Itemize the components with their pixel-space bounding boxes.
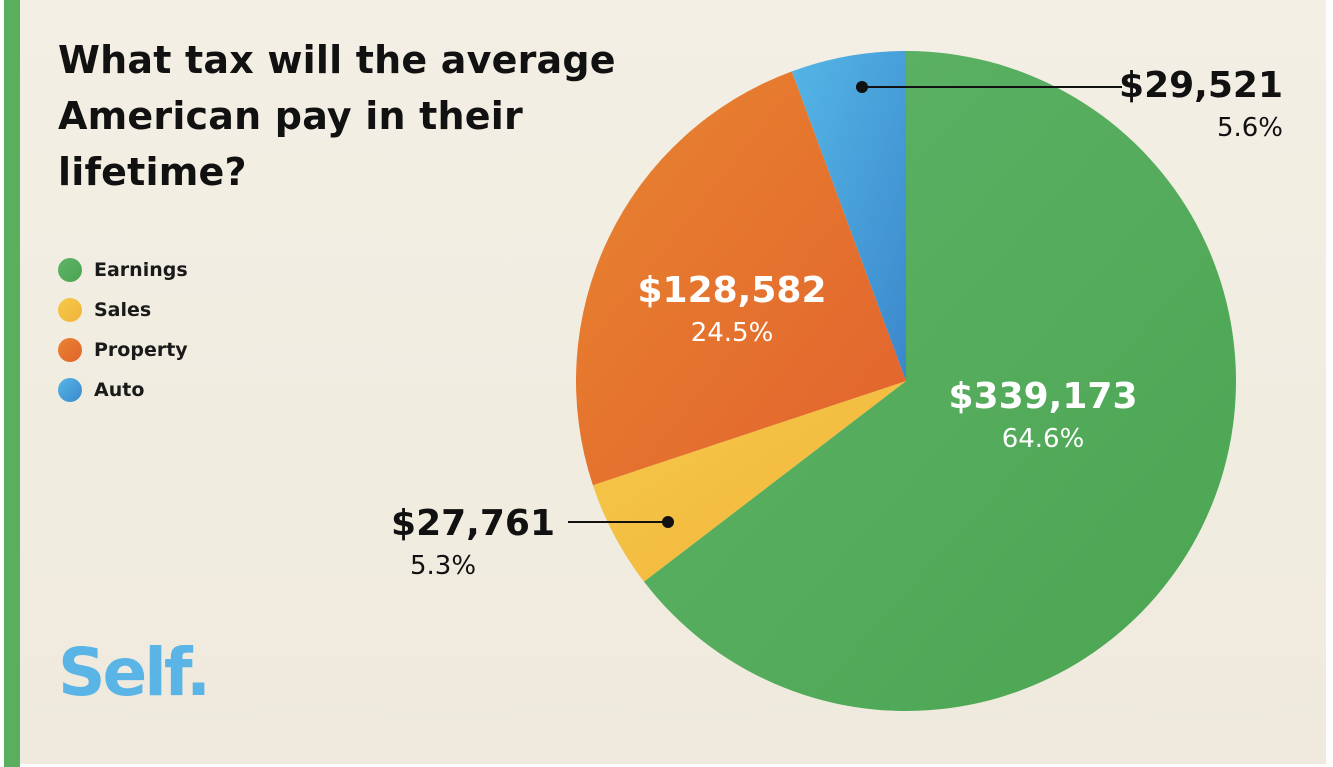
property-percent-label: 24.5% [691,318,774,348]
legend-swatch-auto [58,378,82,402]
self-logo: Self. [58,640,211,706]
legend-label-sales: Sales [94,299,152,321]
legend-swatch-sales [58,298,82,322]
property-value-label: $128,582 [637,270,826,311]
legend-item-property: Property [58,330,188,370]
logo-dot: . [186,634,211,711]
sales-percent-label: 5.3% [410,551,476,581]
accent-bar [4,0,20,767]
legend-label-auto: Auto [94,379,145,401]
auto-leader-dot [856,81,868,93]
legend-swatch-earnings [58,258,82,282]
auto-percent-label: 5.6% [1217,113,1283,143]
legend-item-sales: Sales [58,290,188,330]
earnings-value-label: $339,173 [948,376,1137,417]
legend-label-property: Property [94,339,188,361]
legend-swatch-property [58,338,82,362]
pie-slice-auto [791,51,906,381]
sales-value-label: $27,761 [391,503,555,544]
sales-leader-dot [662,516,674,528]
legend-label-earnings: Earnings [94,259,188,281]
legend-item-auto: Auto [58,370,188,410]
legend-item-earnings: Earnings [58,250,188,290]
auto-value-label: $29,521 [1119,65,1283,106]
pie-slice-property [576,71,906,486]
pie-slice-sales [592,381,906,582]
earnings-percent-label: 64.6% [1002,424,1085,454]
legend: Earnings Sales Property Auto [58,250,188,410]
chart-title: What tax will the average American pay i… [58,38,616,194]
logo-text: Self [58,634,189,711]
pie-slice-earnings [643,51,1236,712]
